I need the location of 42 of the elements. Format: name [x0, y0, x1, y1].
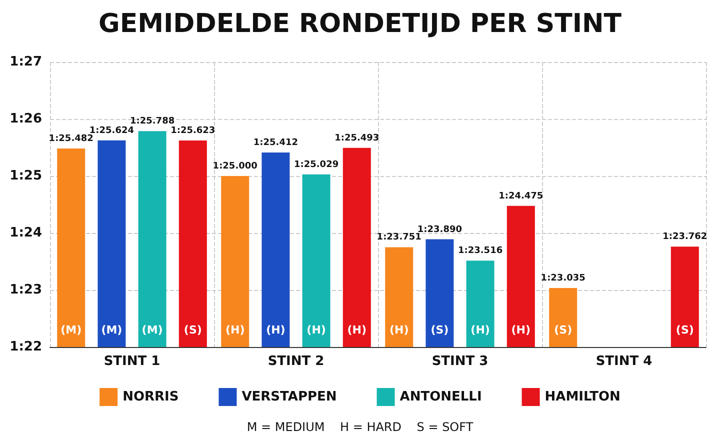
- y-tick-label: 1:26: [10, 112, 42, 126]
- y-tick-label: 1:22: [10, 340, 42, 354]
- annotation: (H): [389, 324, 409, 336]
- data-label: 1:24.475: [498, 191, 544, 202]
- chart-title: GEMIDDELDE RONDETIJD PER STINT: [98, 9, 622, 39]
- legend-label: VERSTAPPEN: [242, 390, 337, 404]
- annotation: (S): [430, 324, 449, 336]
- data-label: 1:25.029: [294, 160, 339, 170]
- data-label: 1:23.762: [662, 232, 708, 242]
- data-label: 1:23.751: [376, 232, 422, 243]
- annotation: (S): [676, 324, 694, 336]
- annotation: (M): [142, 324, 163, 336]
- x-tick-label: STINT 2: [268, 354, 324, 369]
- y-tick-label: 1:27: [10, 54, 42, 70]
- annotation: (H): [306, 324, 326, 336]
- annotation: (H): [225, 324, 245, 336]
- x-tick-label: STINT 3: [432, 354, 488, 369]
- data-label: 1:23.516: [458, 246, 503, 256]
- annotation: (M): [101, 324, 122, 336]
- data-label: 1:25.493: [334, 133, 380, 144]
- annotation: (H): [470, 324, 490, 336]
- data-label: 1:25.482: [48, 134, 94, 144]
- annotation: (S): [184, 324, 202, 336]
- annotation: (H): [266, 324, 286, 336]
- y-tick-label: 1:24: [10, 226, 42, 240]
- legend-label: ANTONELLI: [400, 390, 482, 404]
- text: M = MEDIUM H = HARD S = SOFT: [246, 420, 474, 434]
- x-tick-label: STINT 1: [104, 354, 160, 369]
- data-label: 1:25.412: [253, 138, 298, 148]
- data-label: 1:25.788: [130, 116, 175, 127]
- data-label: 1:25.623: [170, 126, 216, 136]
- x-tick-label: STINT 4: [596, 354, 652, 369]
- legend-label: HAMILTON: [544, 390, 620, 404]
- data-label: 1:23.035: [540, 274, 586, 284]
- annotation: (S): [554, 324, 572, 336]
- annotation: (H): [347, 324, 367, 336]
- data-label: 1:25.000: [212, 162, 258, 172]
- y-tick-label: 1:23: [10, 282, 42, 298]
- annotation: (H): [511, 324, 531, 336]
- y-tick-label: 1:25: [10, 168, 42, 184]
- annotation: (M): [60, 324, 82, 336]
- legend-label: NORRIS: [122, 390, 179, 404]
